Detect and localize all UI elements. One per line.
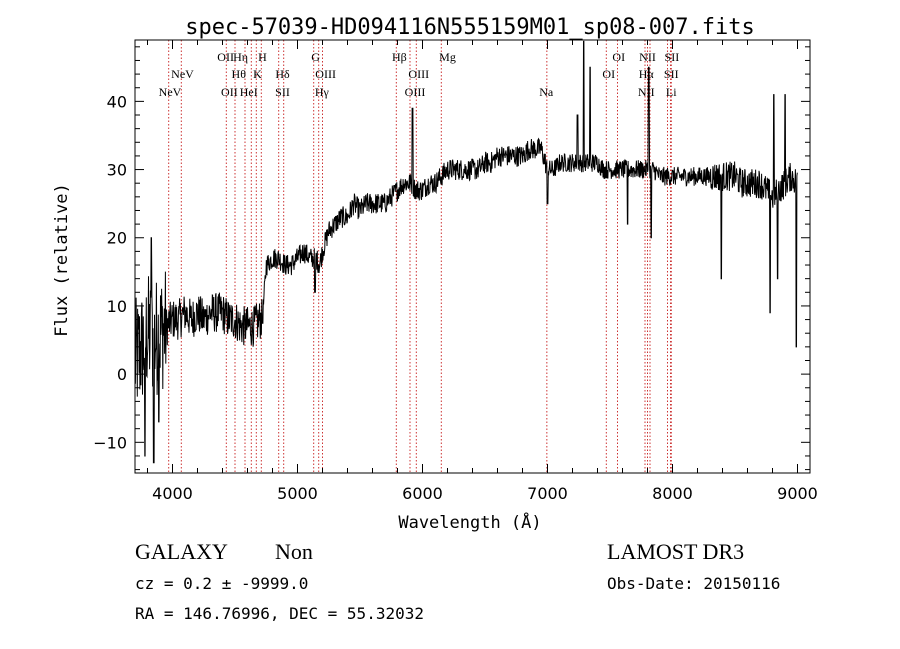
line-label: NII (639, 50, 656, 64)
line-label: OIII (408, 67, 429, 81)
y-tick-label: 30 (107, 161, 127, 180)
spectrum-series (134, 40, 798, 464)
line-label: SII (275, 85, 290, 99)
x-tick-label: 8000 (652, 484, 693, 503)
axes: 4000 5000 6000 7000 8000 9000 −10 0 10 20 30 40 (93, 39, 818, 503)
line-label: SII (664, 67, 679, 81)
line-label: OI (602, 67, 615, 81)
x-axis-label: Wavelength (Å) (398, 511, 541, 533)
x-tick-label: 6000 (402, 484, 443, 503)
spectral-line-markers (168, 40, 672, 473)
line-label: H (258, 50, 267, 64)
y-tick-label: 20 (107, 229, 127, 248)
object-class: GALAXY (135, 539, 228, 564)
observation-date: Obs-Date: 20150116 (607, 574, 780, 593)
spectrum-plot-area (134, 40, 798, 464)
line-label: Na (539, 85, 554, 99)
y-tick-label: 10 (107, 297, 127, 316)
y-tick-label: 40 (107, 92, 127, 111)
line-label: Hη (233, 50, 248, 64)
line-label: Hδ (275, 67, 290, 81)
x-tick-label: 7000 (527, 484, 568, 503)
y-axis-label: Flux (relative) (52, 183, 72, 337)
line-label: G (311, 50, 320, 64)
redshift-cz: cz = 0.2 ± -9999.0 (135, 574, 308, 593)
ra-dec-coordinates: RA = 146.76996, DEC = 55.32032 (135, 604, 424, 623)
line-label: NeV (159, 85, 182, 99)
chart-title: spec-57039-HD094116N555159M01_sp08-007.f… (185, 15, 755, 40)
x-tick-label: 4000 (152, 484, 193, 503)
line-label: Mg (439, 50, 456, 64)
line-label: Hθ (232, 67, 247, 81)
line-label: Hγ (315, 85, 330, 99)
line-label: SII (665, 50, 680, 64)
x-tick-label: 5000 (277, 484, 318, 503)
line-label: OII (217, 50, 234, 64)
line-label: OI (612, 50, 625, 64)
survey-name: LAMOST DR3 (607, 539, 744, 564)
line-label: NeV (171, 67, 194, 81)
line-label: HeI (240, 85, 258, 99)
y-tick-label: −10 (93, 433, 127, 452)
x-tick-label: 9000 (777, 484, 818, 503)
line-label: Hα (639, 67, 655, 81)
plot-frame (134, 39, 811, 474)
line-label: OIII (315, 67, 336, 81)
line-label: Hβ (392, 50, 407, 64)
line-label: OII (221, 85, 238, 99)
y-tick-label: 0 (117, 365, 127, 384)
object-subclass: Non (275, 539, 313, 564)
line-label: Li (666, 85, 677, 99)
line-label: NII (638, 85, 655, 99)
line-label: OIII (405, 85, 426, 99)
line-label: K (253, 67, 262, 81)
